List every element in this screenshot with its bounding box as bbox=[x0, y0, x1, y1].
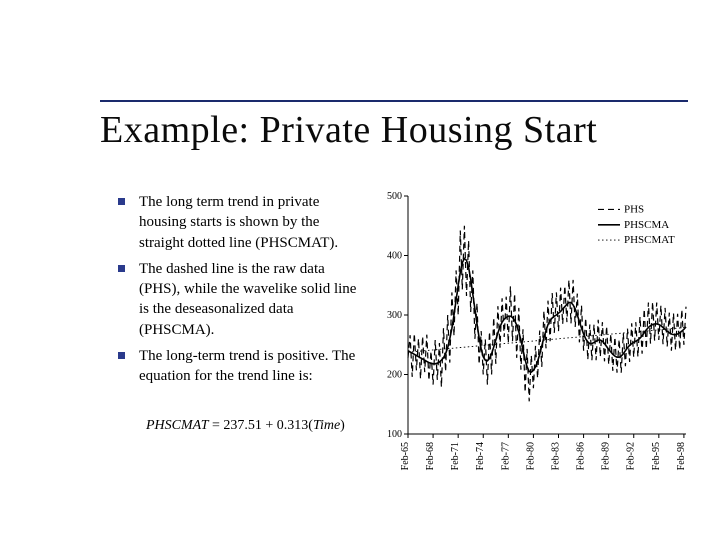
svg-text:200: 200 bbox=[387, 370, 402, 381]
svg-text:400: 400 bbox=[387, 251, 402, 262]
svg-text:PHSCMAT: PHSCMAT bbox=[624, 234, 675, 246]
chart-svg: 100 200 300 400 500 Feb-65 Feb-68 Feb-71 Feb-74 F… bbox=[378, 190, 696, 490]
slide-title: Example: Private Housing Start bbox=[100, 108, 597, 152]
bullet-item: The long term trend in private housing s… bbox=[118, 192, 366, 253]
bullet-text: The long-term trend is positive. The equ… bbox=[139, 346, 366, 387]
svg-text:Feb-83: Feb-83 bbox=[550, 442, 561, 470]
bullet-square-icon bbox=[118, 198, 125, 205]
equation-rhs-time: Time bbox=[313, 418, 340, 433]
svg-text:Feb-65: Feb-65 bbox=[400, 442, 411, 470]
trend-equation: PHSCMAT = 237.51 + 0.313(Time) bbox=[146, 418, 345, 434]
svg-text:Feb-95: Feb-95 bbox=[651, 442, 662, 470]
title-rule bbox=[100, 100, 688, 102]
svg-text:Feb-86: Feb-86 bbox=[576, 442, 587, 470]
equation-lhs: PHSCMAT bbox=[146, 418, 208, 433]
svg-text:PHS: PHS bbox=[624, 203, 644, 215]
svg-text:500: 500 bbox=[387, 191, 402, 202]
bullet-square-icon bbox=[118, 352, 125, 359]
equation-rhs-a: = 237.51 + 0.313( bbox=[208, 418, 312, 433]
svg-text:PHSCMA: PHSCMA bbox=[624, 219, 669, 231]
housing-chart: 100 200 300 400 500 Feb-65 Feb-68 Feb-71 Feb-74 F… bbox=[378, 190, 696, 490]
svg-text:Feb-71: Feb-71 bbox=[450, 442, 461, 470]
svg-text:Feb-92: Feb-92 bbox=[626, 442, 637, 470]
svg-text:Feb-98: Feb-98 bbox=[676, 442, 687, 470]
svg-text:300: 300 bbox=[387, 310, 402, 321]
svg-text:100: 100 bbox=[387, 429, 402, 440]
svg-text:Feb-68: Feb-68 bbox=[425, 442, 436, 470]
svg-text:Feb-80: Feb-80 bbox=[525, 442, 536, 470]
bullet-item: The dashed line is the raw data (PHS), w… bbox=[118, 259, 366, 340]
svg-text:Feb-77: Feb-77 bbox=[500, 442, 511, 470]
svg-text:Feb-89: Feb-89 bbox=[601, 442, 612, 470]
bullet-text: The dashed line is the raw data (PHS), w… bbox=[139, 259, 366, 340]
bullet-text: The long term trend in private housing s… bbox=[139, 192, 366, 253]
svg-text:Feb-74: Feb-74 bbox=[475, 442, 486, 470]
bullet-list: The long term trend in private housing s… bbox=[118, 192, 366, 392]
slide: Example: Private Housing Start The long … bbox=[0, 0, 720, 540]
bullet-item: The long-term trend is positive. The equ… bbox=[118, 346, 366, 387]
bullet-square-icon bbox=[118, 265, 125, 272]
equation-rhs-b: ) bbox=[340, 418, 345, 433]
